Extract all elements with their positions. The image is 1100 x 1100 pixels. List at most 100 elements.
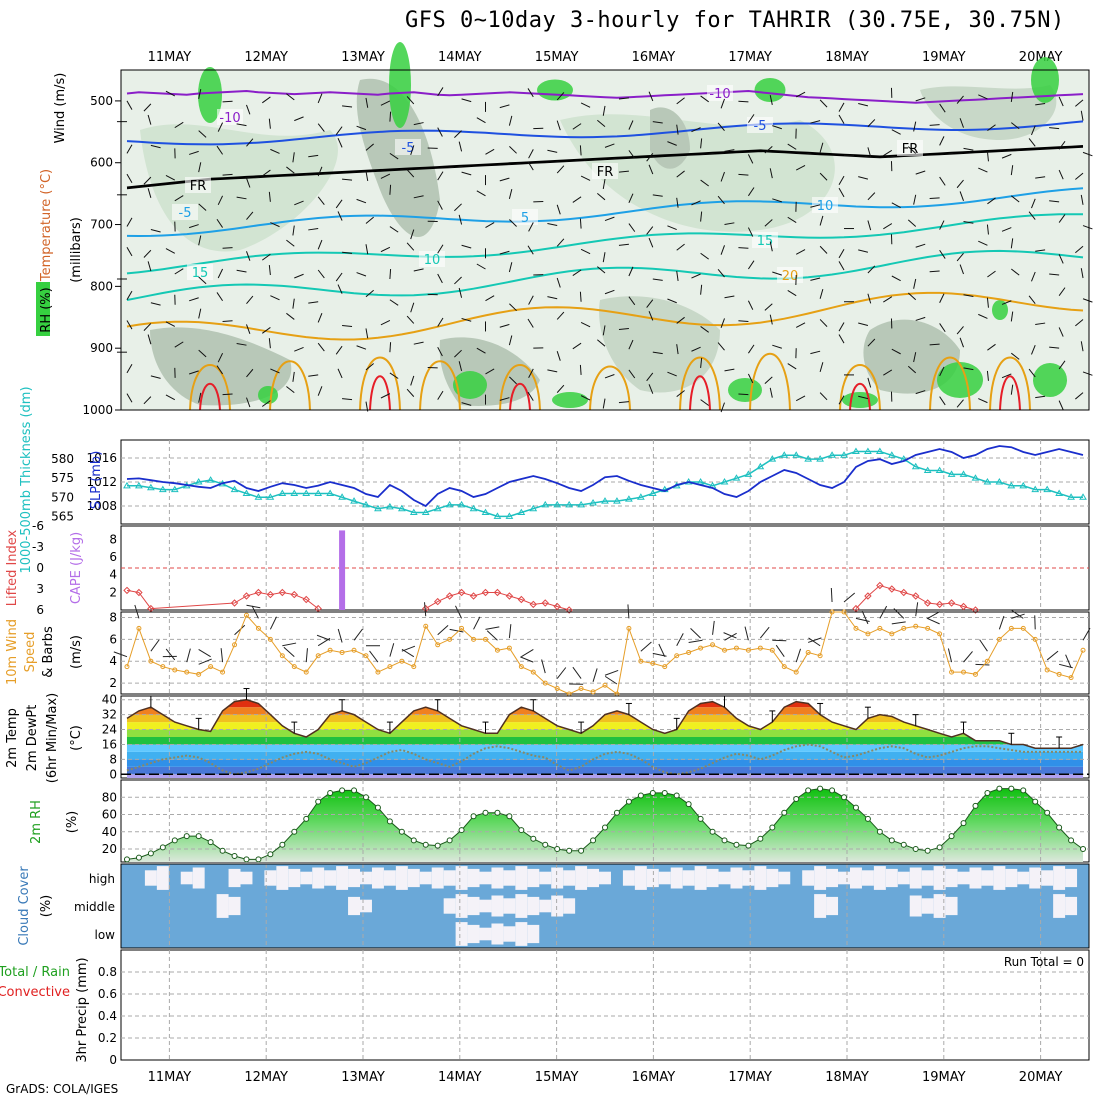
- upper-wind-barb: [700, 326, 709, 333]
- upper-wind-barb: [628, 193, 634, 204]
- cloud-high-clear: [228, 868, 241, 888]
- upper-wind-barb: [509, 376, 517, 385]
- upper-wind-barb: [939, 136, 945, 146]
- upper-wind-barb: [738, 247, 749, 249]
- contour-label-bg: [395, 139, 421, 155]
- upper-wind-barb: [458, 141, 463, 152]
- wind-barb: [1011, 609, 1024, 619]
- upper-wind-barb: [508, 115, 513, 126]
- upper-wind-barb: [147, 261, 152, 272]
- rh-point: [996, 785, 1003, 792]
- li-point: [900, 588, 908, 597]
- upper-wind-barb: [580, 322, 591, 328]
- wind-speed-point: [351, 647, 357, 653]
- upper-wind-barb: [342, 251, 353, 254]
- upper-wind-barb: [667, 141, 677, 146]
- thickness-point: [194, 478, 203, 485]
- cloud-high-clear: [1005, 868, 1018, 888]
- rh-point: [470, 813, 477, 820]
- contour-label: -10: [709, 87, 730, 102]
- upper-wind-barb: [261, 327, 271, 334]
- wind-speed-point: [387, 664, 393, 670]
- rh-point: [303, 815, 310, 822]
- upper-wind-barb: [867, 147, 872, 158]
- upper-wind-barb: [410, 302, 415, 313]
- upper-wind-barb: [389, 226, 399, 233]
- cloud-middle-clear: [563, 898, 576, 914]
- li-point: [529, 600, 538, 609]
- thickness-point: [1067, 493, 1075, 500]
- wind-barb: [1065, 654, 1072, 668]
- upper-wind-barb: [292, 371, 295, 382]
- thickness-point: [875, 447, 884, 454]
- upper-wind-barb: [165, 90, 176, 97]
- cloud-middle-clear: [216, 894, 229, 918]
- upper-wind-barb: [556, 92, 565, 101]
- upper-wind-barb: [572, 196, 582, 203]
- rh-point: [972, 802, 979, 809]
- upper-wind-barb: [292, 298, 295, 309]
- upper-wind-barb: [261, 253, 271, 261]
- upper-wind-barb: [986, 224, 989, 235]
- upper-wind-barb: [939, 249, 946, 259]
- thickness-point: [792, 451, 801, 458]
- temp-band: [126, 774, 1084, 778]
- upper-wind-barb: [738, 320, 749, 322]
- li-tick-label: 6: [36, 603, 44, 617]
- upper-wind-barb: [547, 369, 558, 373]
- li-tick-label: -6: [32, 519, 44, 533]
- upper-wind-barb: [508, 262, 513, 273]
- upper-wind-barb: [1028, 138, 1036, 147]
- upper-wind-barb: [764, 145, 773, 154]
- upper-wind-barb: [772, 344, 782, 349]
- cloud-high-clear: [921, 870, 934, 886]
- upper-wind-barb: [147, 334, 152, 345]
- upper-wind-barb: [1075, 99, 1084, 107]
- upper-wind-barb: [270, 148, 280, 154]
- wind-speed-point: [733, 645, 739, 651]
- cloud-low-clear: [503, 926, 516, 942]
- upper-wind-barb: [476, 117, 486, 124]
- upper-wind-barb: [143, 249, 152, 258]
- slp-tick-label: 1012: [86, 475, 117, 489]
- upper-wind-barb: [286, 312, 295, 320]
- upper-wind-barb: [499, 397, 510, 401]
- rh-tick-label: 80: [102, 790, 117, 804]
- thickness-point: [1031, 485, 1040, 493]
- ylabel-6hr-minmax: (6hr Min/Max): [45, 693, 60, 783]
- upper-wind-barb: [189, 150, 199, 155]
- rh-point: [398, 828, 405, 835]
- ylabel-10m-wind: 10m Wind: [5, 619, 20, 685]
- wind-tick-label: 6: [109, 632, 117, 646]
- contour-label-bg: [185, 177, 211, 193]
- ylabel-cape: CAPE (J/kg): [69, 532, 84, 604]
- cloud-middle-clear: [814, 894, 827, 918]
- thickness-point: [780, 451, 789, 458]
- upper-wind-barb: [858, 395, 869, 400]
- thickness-point: [983, 478, 992, 485]
- precip-tick-label: 0: [109, 1053, 117, 1067]
- thickness-point: [971, 474, 980, 481]
- upper-wind-barb: [222, 247, 233, 249]
- rh-point: [374, 804, 381, 811]
- wind-barb: [556, 667, 567, 679]
- upper-wind-barb: [143, 396, 152, 405]
- upper-wind-barb: [769, 241, 773, 252]
- isotherm-25-loop: [189, 364, 231, 411]
- upper-wind-barb: [838, 187, 845, 198]
- rh-high-blob: [198, 67, 222, 123]
- temp-tick-label: 0: [109, 767, 117, 781]
- upper-wind-barb: [939, 396, 946, 406]
- li-point: [923, 599, 932, 607]
- rh-point: [1056, 824, 1063, 831]
- upper-wind-barb: [769, 168, 773, 179]
- upper-wind-barb: [286, 239, 295, 247]
- wind-barb: [926, 617, 940, 625]
- li-point: [302, 595, 310, 604]
- contour-label-bg: [187, 264, 213, 280]
- cloud-high-clear: [156, 866, 169, 890]
- cloud-high-clear: [264, 870, 277, 886]
- ylabel-thickness: 1000-500mb Thickness (dm): [19, 386, 34, 573]
- wind-speed-point: [375, 669, 381, 675]
